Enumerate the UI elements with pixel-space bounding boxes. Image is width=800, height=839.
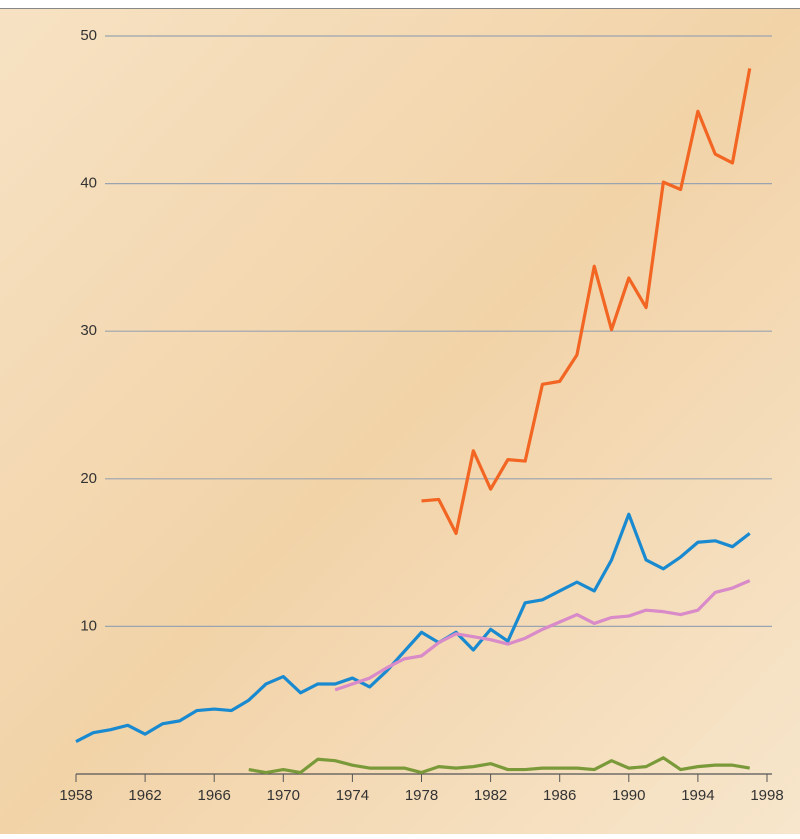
y-tick-label: 40 xyxy=(80,175,97,192)
x-tick-label: 1958 xyxy=(59,787,92,804)
x-tick-label: 1974 xyxy=(336,787,369,804)
x-tick-label: 1962 xyxy=(128,787,161,804)
y-tick-label: 20 xyxy=(80,470,97,487)
y-tick-label: 50 xyxy=(80,27,97,44)
x-tick-label: 1966 xyxy=(198,787,231,804)
x-tick-label: 1994 xyxy=(681,787,714,804)
background xyxy=(0,9,800,834)
x-tick-label: 1970 xyxy=(267,787,300,804)
x-tick-label: 1986 xyxy=(543,787,576,804)
chart: 10 20 30 40 50 1958 1962 1966 1970 1974 1978 1982 19… xyxy=(0,0,800,834)
y-tick-label: 10 xyxy=(80,617,97,634)
x-tick-label: 1998 xyxy=(750,787,783,804)
x-tick-label: 1982 xyxy=(474,787,507,804)
y-tick-label: 30 xyxy=(80,322,97,339)
page: 10 20 30 40 50 1958 1962 1966 1970 1974 1978 1982 19… xyxy=(0,0,800,839)
x-tick-label: 1990 xyxy=(612,787,645,804)
x-tick-label: 1978 xyxy=(405,787,438,804)
